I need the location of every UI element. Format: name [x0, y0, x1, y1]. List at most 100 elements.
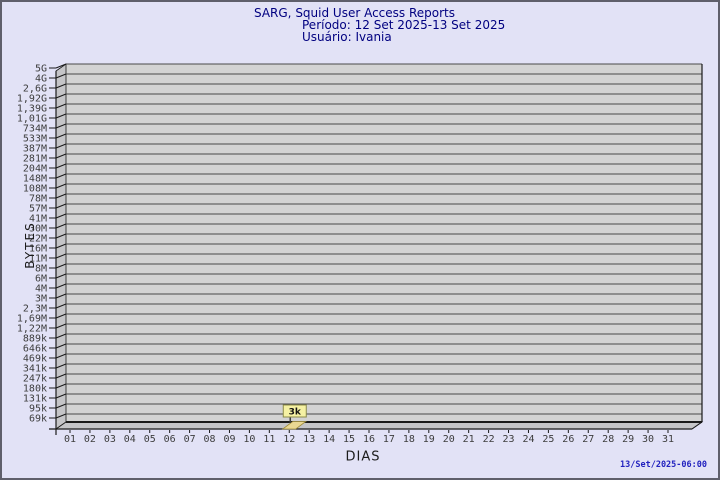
y-tick-depth [55, 143, 67, 149]
bar [281, 421, 307, 430]
x-tick-label: 26 [562, 434, 574, 445]
x-tick-label: 22 [483, 434, 495, 445]
y-tick-depth [55, 323, 67, 329]
y-tick-depth [55, 343, 67, 349]
y-tick-label: 889k [23, 334, 47, 345]
y-tick-depth [55, 73, 67, 79]
y-tick-label: 6M [35, 274, 47, 285]
y-tick-label: 387M [23, 144, 47, 155]
x-tick-label: 25 [542, 434, 554, 445]
y-tick-label: 2,6G [23, 84, 47, 95]
y-tick-label: 180k [23, 384, 47, 395]
x-tick-label: 09 [223, 434, 235, 445]
y-tick-depth [55, 303, 67, 309]
y-tick-label: 41M [29, 214, 47, 225]
y-tick-label: 281M [23, 154, 47, 165]
callout-box [282, 404, 307, 418]
y-tick-label: 1,39G [17, 104, 47, 115]
x-tick-label: 18 [403, 434, 415, 445]
generated-timestamp: 13/Set/2025-06:00 [620, 460, 707, 470]
x-tick-label: 05 [144, 434, 156, 445]
x-tick-label: 12 [283, 434, 295, 445]
x-tick-label: 14 [323, 434, 335, 445]
x-tick-label: 21 [463, 434, 475, 445]
chart-title: SARG, Squid User Access Reports [254, 6, 456, 20]
y-tick-depth [55, 63, 67, 69]
y-tick-label: 4M [35, 284, 47, 295]
x-tick-label: 27 [582, 434, 594, 445]
y-tick-depth [55, 263, 67, 269]
y-tick-depth [55, 133, 67, 139]
y-tick-depth [55, 413, 67, 419]
y-tick-label: 734M [23, 124, 47, 135]
x-tick-label: 13 [303, 434, 315, 445]
plot-floor [54, 421, 704, 430]
x-tick-label: 15 [343, 434, 355, 445]
x-tick-label: 01 [64, 434, 76, 445]
x-tick-label: 19 [423, 434, 435, 445]
y-tick-label: 22M [29, 234, 47, 245]
y-tick-depth [55, 373, 67, 379]
x-tick-label: 02 [84, 434, 96, 445]
y-tick-label: 204M [23, 164, 47, 175]
y-tick-label: 69k [29, 414, 47, 425]
x-tick-label: 30 [642, 434, 654, 445]
x-tick-label: 17 [383, 434, 395, 445]
plot-back-wall [66, 64, 702, 422]
y-tick-depth [55, 193, 67, 199]
y-tick-label: 4G [35, 74, 47, 85]
y-tick-label: 1,69M [17, 314, 47, 325]
y-tick-depth [55, 333, 67, 339]
y-tick-label: 646k [23, 344, 47, 355]
y-tick-depth [55, 183, 67, 189]
y-tick-depth [55, 123, 67, 129]
y-tick-label: 1,22M [17, 324, 47, 335]
y-tick-depth [55, 253, 67, 259]
y-tick-label: 2,3M [23, 304, 47, 315]
x-tick-label: 11 [263, 434, 275, 445]
x-tick-label: 04 [124, 434, 136, 445]
x-tick-label: 20 [443, 434, 455, 445]
y-tick-label: 131k [23, 394, 47, 405]
x-tick-label: 31 [662, 434, 674, 445]
y-tick-label: 341k [23, 364, 47, 375]
y-tick-label: 247k [23, 374, 47, 385]
y-tick-depth [55, 163, 67, 169]
y-tick-label: 11M [29, 254, 47, 265]
y-tick-depth [55, 233, 67, 239]
y-tick-label: 5G [35, 64, 47, 75]
chart-period: Período: 12 Set 2025-13 Set 2025 [302, 18, 506, 32]
y-tick-depth [55, 313, 67, 319]
y-tick-depth [55, 203, 67, 209]
y-tick-depth [55, 273, 67, 279]
y-tick-depth [55, 83, 67, 89]
y-tick-depth [55, 293, 67, 299]
y-tick-label: 148M [23, 174, 47, 185]
y-tick-depth [55, 153, 67, 159]
y-tick-depth [55, 363, 67, 369]
y-tick-label: 533M [23, 134, 47, 145]
y-tick-label: 30M [29, 224, 47, 235]
chart-user: Usuário: Ivania [302, 30, 392, 44]
y-tick-label: 1,01G [17, 114, 47, 125]
x-tick-label: 28 [602, 434, 614, 445]
y-tick-depth [55, 113, 67, 119]
y-tick-depth [55, 383, 67, 389]
y-tick-depth [55, 173, 67, 179]
floor-right-step [691, 421, 703, 430]
y-tick-depth [55, 403, 67, 409]
y-tick-depth [55, 213, 67, 219]
x-tick-label: 23 [503, 434, 515, 445]
y-tick-depth [55, 283, 67, 289]
y-tick-depth [55, 243, 67, 249]
y-tick-label: 8M [35, 264, 47, 275]
y-tick-label: 3M [35, 294, 47, 305]
x-axis-title: DIAS [345, 449, 381, 465]
x-tick-label: 03 [104, 434, 116, 445]
y-tick-depth [55, 223, 67, 229]
y-tick-depth [55, 393, 67, 399]
y-tick-label: 95k [29, 404, 47, 415]
x-tick-label: 07 [184, 434, 196, 445]
